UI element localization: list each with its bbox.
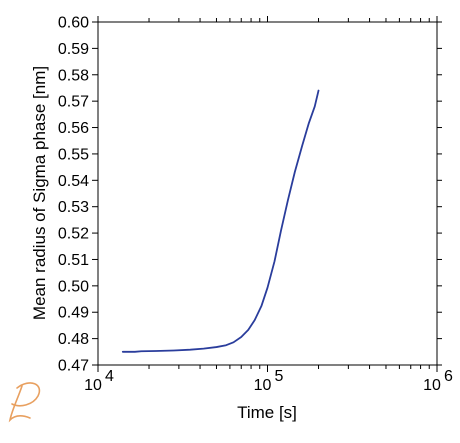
y-tick-label: 0.56	[58, 120, 89, 137]
x-axis-label: Time [s]	[237, 403, 297, 422]
logo-mark	[8, 382, 41, 423]
y-tick-label: 0.53	[58, 199, 89, 216]
series-line	[121, 89, 320, 353]
logo-mark-stem	[8, 385, 31, 423]
y-tick-label: 0.50	[58, 278, 89, 295]
y-axis-label: Mean radius of Sigma phase [nm]	[30, 66, 49, 320]
x-tick-label-exponent: 6	[444, 368, 453, 385]
y-tick-label: 0.59	[58, 41, 89, 58]
y-tick-label: 0.58	[58, 67, 89, 84]
logo-mark-loop	[11, 382, 41, 407]
y-tick-label: 0.52	[58, 226, 89, 243]
x-tick-label-exponent: 4	[105, 368, 114, 385]
x-tick-label: 10	[423, 377, 441, 394]
y-axis: 0.47 0.48 0.49 0.50 0.51 0.52 0.53 0.54 0.55 0.56…	[58, 15, 442, 375]
x-tick-label-exponent: 5	[275, 368, 284, 385]
x-tick-label: 10	[84, 377, 102, 394]
series-layer	[121, 89, 320, 353]
y-tick-label: 0.57	[58, 94, 89, 111]
y-tick-label: 0.48	[58, 331, 89, 348]
y-tick-label: 0.51	[58, 252, 89, 269]
y-tick-label: 0.55	[58, 146, 89, 163]
y-tick-label: 0.49	[58, 305, 89, 322]
x-tick-label: 10	[254, 377, 272, 394]
y-tick-label: 0.47	[58, 358, 89, 375]
y-tick-label: 0.54	[58, 173, 89, 190]
y-tick-label: 0.60	[58, 15, 89, 32]
